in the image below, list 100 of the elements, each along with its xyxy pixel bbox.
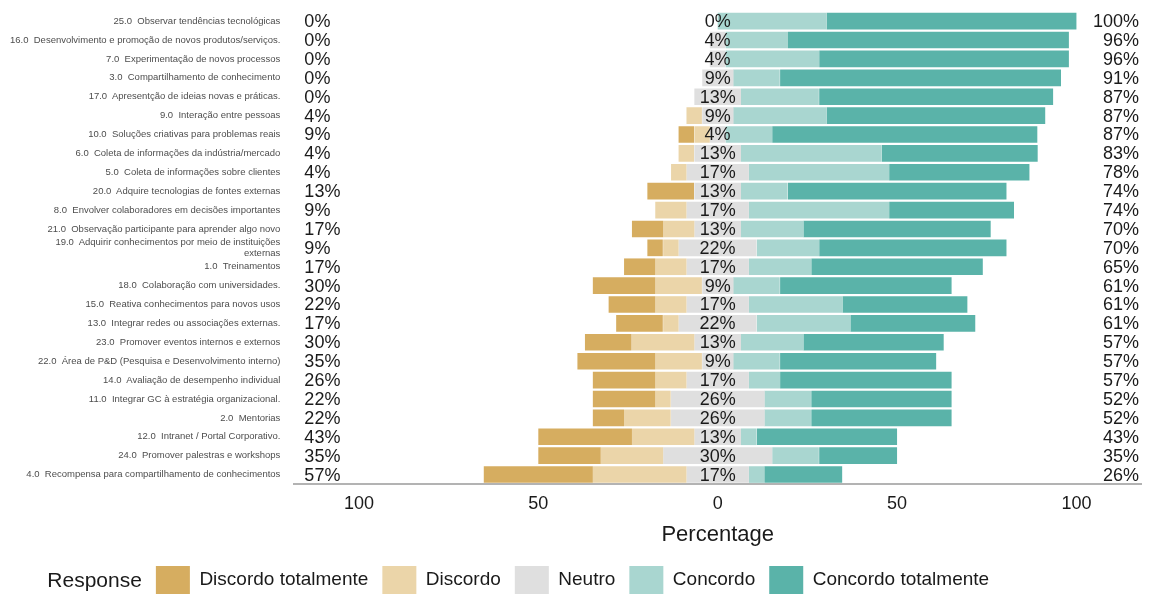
data-label: 13% (699, 218, 736, 239)
bar (819, 88, 1054, 106)
bar (631, 334, 695, 351)
bar (780, 371, 952, 389)
data-label: 13% (699, 143, 736, 164)
y-tick-label: 22.0 Área de P&D (Pesquisa e Desenvolvimento interno) (37, 354, 281, 366)
y-tick-label: 23.0 Promover eventos internos e externos (96, 335, 281, 347)
bar (538, 447, 601, 464)
bar (772, 126, 1038, 143)
bar (826, 12, 1077, 30)
bar (624, 409, 671, 427)
legend-label: Concordo (672, 568, 756, 590)
annotation: 96% (1102, 48, 1139, 69)
y-tick-label: 7.0 Experimentação de novos processos (106, 52, 281, 64)
x-tick-label: 100 (343, 492, 374, 513)
y-tick-label: 12.0 Intranet / Portal Corporativo. (137, 430, 281, 442)
bar (538, 428, 632, 446)
bar (819, 50, 1069, 68)
bar (592, 371, 656, 389)
annotation: 26% (304, 370, 341, 391)
y-tick-label: 16.0 Desenvolvimento e promoção de novos produtos/serviços. (9, 33, 281, 45)
bar (577, 352, 656, 370)
bar (663, 220, 695, 238)
bar (780, 352, 937, 370)
bar (631, 428, 695, 446)
bar (741, 182, 788, 200)
y-tick-label: 9.0 Interação entre pessoas (159, 109, 281, 121)
annotation: 17% (304, 256, 341, 277)
legend-label: Discordo totalmente (199, 568, 369, 590)
data-label: 13% (699, 181, 736, 202)
annotation: 35% (304, 351, 341, 372)
bar (678, 145, 695, 162)
annotation: 52% (1102, 407, 1139, 428)
y-tick-label: 8.0 Envolver colaboradores em decisões importantes (53, 203, 281, 215)
bar (764, 390, 811, 408)
annotation: 96% (1102, 30, 1139, 51)
bar (733, 352, 780, 370)
data-label: 17% (699, 464, 736, 485)
bar (647, 239, 663, 257)
bar (655, 390, 671, 408)
annotation: 57% (304, 464, 341, 485)
annotation: 57% (1102, 351, 1139, 372)
y-tick-label: 24.0 Promover palestras e workshops (118, 449, 281, 461)
bar (655, 352, 702, 370)
annotation: 70% (1102, 237, 1139, 258)
y-tick-label: 4.0 Recompensa para compartilhamento de conhecimentos (26, 468, 281, 480)
bar (764, 466, 843, 483)
annotation: 61% (1102, 275, 1139, 296)
y-tick-label: 2.0 Mentorias (220, 411, 281, 423)
y-tick-label: 25.0 Observar tendências tecnológicas (113, 14, 281, 26)
bar (850, 315, 976, 332)
data-label: 0% (704, 11, 731, 32)
annotation: 61% (1102, 313, 1139, 334)
annotation: 61% (1102, 294, 1139, 315)
bar (592, 390, 656, 408)
annotation: 9% (304, 237, 331, 258)
bar (592, 466, 687, 483)
annotation: 0% (304, 48, 331, 69)
annotation: 4% (304, 143, 331, 164)
annotation: 43% (304, 426, 341, 447)
x-tick-label: 100 (1061, 492, 1092, 513)
bar (600, 447, 664, 464)
bar (811, 390, 952, 408)
bar (655, 371, 687, 389)
bar (819, 239, 1007, 257)
annotation: 9% (304, 124, 331, 145)
bar (616, 315, 663, 332)
bar (686, 107, 702, 124)
bar (780, 277, 952, 294)
bar (842, 296, 968, 313)
annotation: 9% (304, 200, 331, 221)
bar (748, 163, 890, 181)
bar (756, 239, 820, 257)
bar (788, 31, 1069, 49)
annotation: 91% (1102, 67, 1139, 88)
bar (741, 428, 757, 446)
bar (889, 163, 1030, 181)
bar (733, 277, 780, 294)
annotation: 87% (1102, 86, 1139, 107)
data-label: 22% (699, 313, 736, 334)
annotation: 100% (1092, 11, 1139, 32)
bar (811, 409, 952, 427)
data-label: 17% (699, 162, 736, 183)
bar (592, 277, 656, 294)
y-tick-label: 10.0 Soluções criativas para problemas reais (88, 128, 281, 140)
legend-title: Response (47, 567, 142, 591)
bar (803, 220, 991, 238)
data-label: 13% (699, 86, 736, 107)
bar (748, 201, 890, 219)
annotation: 87% (1102, 105, 1139, 126)
x-tick-label: 50 (528, 492, 549, 513)
data-label: 9% (704, 275, 731, 296)
bar (788, 182, 1007, 200)
bar (655, 296, 687, 313)
y-tick-label: 11.0 Integrar GC à estratégia organizacional. (88, 392, 281, 404)
data-label: 26% (699, 407, 736, 428)
annotation: 0% (304, 67, 331, 88)
bar (748, 466, 765, 483)
bar (764, 409, 811, 427)
annotation: 52% (1102, 388, 1139, 409)
